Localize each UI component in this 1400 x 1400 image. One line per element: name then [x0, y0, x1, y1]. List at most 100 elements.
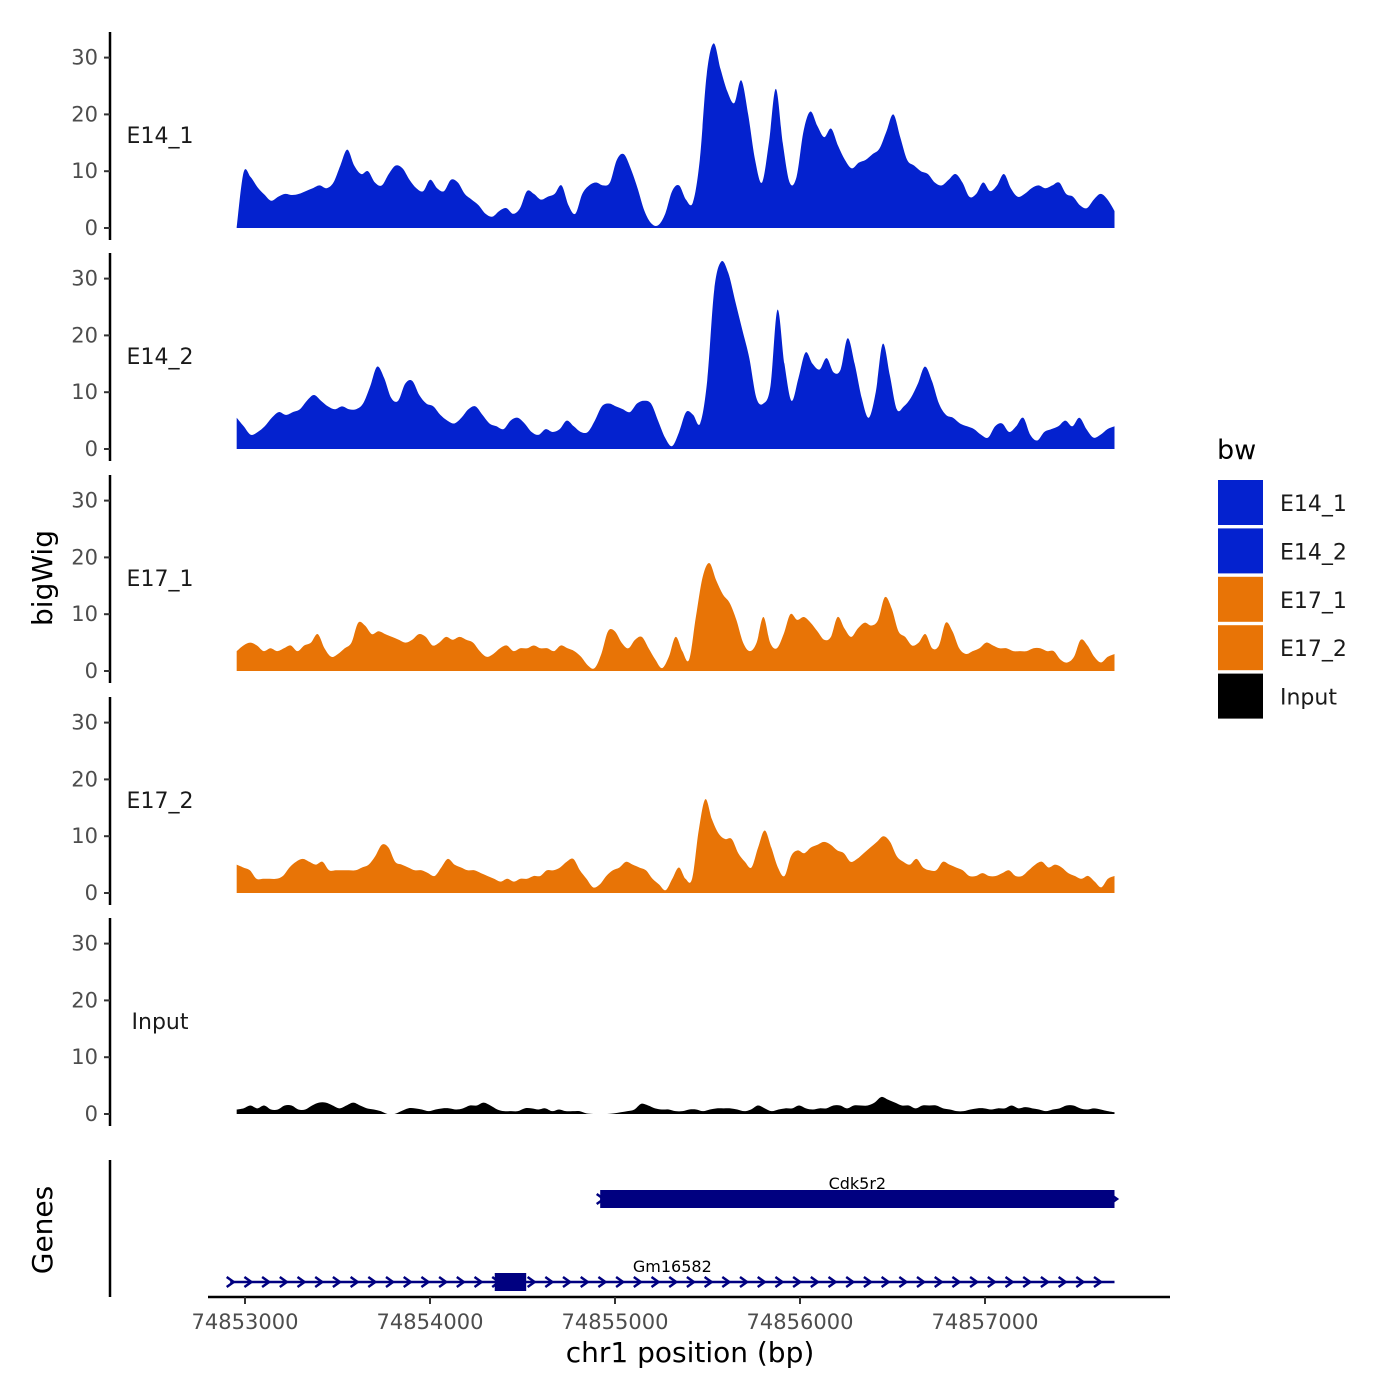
strand-chevron: [933, 1275, 944, 1289]
y-tick-label: 10: [71, 1045, 98, 1069]
gene-cdk5r2: Cdk5r2: [595, 1174, 1120, 1208]
x-ticks: 74853000 74854000 74855000 74856000 74857000: [192, 1297, 1039, 1334]
strand-chevron: [686, 1275, 697, 1289]
y-tick-label: 20: [71, 988, 98, 1012]
strand-chevron: [279, 1275, 289, 1289]
y-tick-label: 20: [71, 323, 98, 347]
legend-label: E17_2: [1280, 637, 1347, 662]
legend-label: E14_2: [1280, 540, 1347, 565]
legend-items: E14_1 E14_2 E17_1 E17_2 Input: [1218, 480, 1347, 719]
legend: bw E14_1 E14_2 E17_1 E17_2 Input: [1217, 435, 1347, 719]
x-axis: 74853000 74854000 74855000 74856000 74857000…: [192, 1295, 1170, 1369]
legend-swatch: [1218, 480, 1263, 525]
strand-chevron: [1022, 1275, 1033, 1289]
strand-chevron: [597, 1275, 608, 1289]
strand-chevron: [721, 1275, 732, 1289]
track-e14-2: 0 10 20 30 E14_2: [71, 253, 1115, 461]
y-tick-label: 0: [85, 881, 98, 905]
strand-chevron: [367, 1275, 378, 1289]
legend-swatch: [1218, 673, 1263, 719]
y-tick-label: 10: [71, 824, 98, 848]
strand-chevron: [827, 1275, 838, 1289]
y-tick-label: 20: [71, 767, 98, 791]
legend-item-e17-2: E17_2: [1218, 625, 1347, 671]
x-tick-label: 74853000: [192, 1310, 299, 1334]
x-axis-title: chr1 position (bp): [566, 1336, 815, 1369]
y-tick-label: 20: [71, 545, 98, 569]
legend-item-e14-2: E14_2: [1218, 528, 1347, 574]
strand-chevron: [314, 1275, 325, 1289]
area-input: [236, 1096, 1115, 1114]
y-tick-label: 30: [71, 489, 98, 513]
legend-label: E17_1: [1280, 589, 1347, 614]
y-tick-label: 0: [85, 216, 98, 240]
strand-chevron: [668, 1275, 679, 1289]
strand-chevron: [650, 1275, 661, 1289]
y-tick-label: 30: [71, 267, 98, 291]
genes-panel: Genes Cdk5r2 Gm16582: [26, 1160, 1120, 1297]
y-tick-label: 20: [71, 102, 98, 126]
legend-swatch: [1218, 528, 1263, 574]
strand-chevron: [544, 1275, 555, 1289]
strand-chevron: [261, 1275, 272, 1289]
track-e14-1: 0 10 20 30 E14_1: [71, 32, 1115, 240]
area-e17-2: [236, 799, 1115, 893]
track-label: E17_1: [127, 567, 194, 592]
y-tick-label: 0: [85, 659, 98, 683]
gene-label: Cdk5r2: [829, 1174, 887, 1193]
track-e17-2: 0 10 20 30 E17_2: [71, 697, 1115, 905]
gene-gm16582: Gm16582: [225, 1257, 1115, 1291]
strand-chevron: [898, 1275, 909, 1289]
strand-chevron: [951, 1275, 962, 1289]
strand-chevron: [916, 1275, 927, 1289]
track-label: E17_2: [127, 789, 194, 814]
track-label: Input: [132, 1010, 189, 1035]
y-axis-title: bigWig: [26, 530, 59, 626]
strand-chevron: [296, 1275, 307, 1289]
legend-item-input: Input: [1218, 673, 1337, 719]
legend-item-e14-1: E14_1: [1218, 480, 1347, 525]
x-tick-label: 74855000: [562, 1310, 669, 1334]
strand-chevron: [633, 1275, 643, 1289]
strand-chevron: [969, 1275, 980, 1289]
strand-chevron: [579, 1275, 590, 1289]
track-label: E14_1: [127, 124, 194, 149]
strand-chevron: [880, 1275, 891, 1289]
gene-label: Gm16582: [633, 1257, 712, 1276]
strand-chevron: [473, 1275, 484, 1289]
strand-chevron: [562, 1275, 573, 1289]
gene-exon: [600, 1190, 1115, 1208]
strand-chevron: [1004, 1275, 1015, 1289]
strand-chevron: [792, 1275, 803, 1289]
x-tick-label: 74856000: [747, 1310, 854, 1334]
y-tick-label: 30: [71, 46, 98, 70]
y-tick-label: 30: [71, 932, 98, 956]
y-tick-label: 10: [71, 602, 98, 626]
legend-swatch: [1218, 576, 1263, 622]
strand-chevron: [987, 1275, 997, 1289]
y-tick-label: 30: [71, 711, 98, 735]
strand-chevron: [225, 1275, 236, 1289]
strand-chevron: [349, 1275, 360, 1289]
legend-swatch: [1218, 625, 1263, 671]
strand-chevron: [1057, 1275, 1068, 1289]
track-panels: 0 10 20 30 E14_1 0 10 20 30 E14_2 0 10 20 30 E17_1 0 10 2…: [71, 32, 1115, 1126]
y-tick-label: 0: [85, 1102, 98, 1126]
strand-chevron: [810, 1275, 820, 1289]
strand-chevron: [526, 1275, 537, 1289]
gene-exon: [494, 1273, 527, 1291]
strand-chevron: [332, 1275, 343, 1289]
strand-chevron: [402, 1275, 413, 1289]
strand-chevron: [703, 1275, 714, 1289]
x-tick-label: 74857000: [932, 1310, 1039, 1334]
legend-label: Input: [1280, 686, 1337, 711]
area-e17-1: [236, 563, 1115, 671]
strand-chevron: [615, 1275, 626, 1289]
strand-chevron: [1093, 1275, 1104, 1289]
legend-title: bw: [1217, 435, 1256, 466]
strand-chevron: [385, 1275, 396, 1289]
strand-chevron: [774, 1275, 785, 1289]
strand-chevron: [756, 1275, 767, 1289]
legend-label: E14_1: [1280, 492, 1347, 517]
